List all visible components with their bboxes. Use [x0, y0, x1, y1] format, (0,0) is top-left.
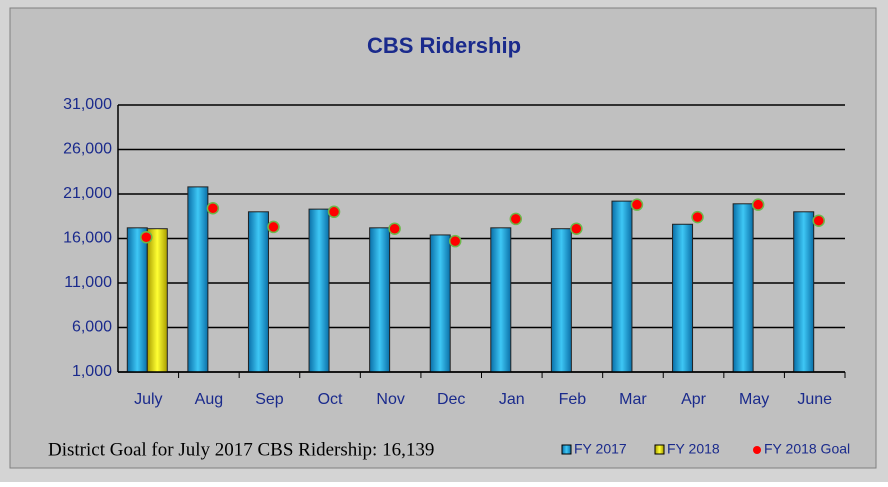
bar	[550, 228, 572, 373]
x-tick-label: Nov	[376, 391, 404, 408]
y-tick-label: 11,000	[64, 274, 112, 291]
legend-swatch	[561, 444, 572, 455]
x-tick-label: Oct	[318, 391, 343, 408]
chart-title: CBS Ridership	[367, 33, 521, 58]
legend-label: FY 2018	[667, 441, 720, 457]
goal-dot	[691, 210, 704, 224]
x-tick-label: Feb	[559, 391, 587, 408]
x-tick-label: Sep	[255, 391, 284, 408]
y-tick-label: 16,000	[63, 230, 112, 247]
bar	[490, 227, 512, 373]
goal-dot	[570, 222, 583, 235]
bar	[611, 200, 633, 373]
annotation: District Goal for July 2017 CBS Ridershi…	[48, 439, 434, 460]
bar	[429, 234, 451, 373]
goal-dot	[327, 205, 341, 219]
goal-dot	[509, 212, 523, 226]
legend-swatch	[753, 446, 761, 454]
y-tick-label: 1,000	[72, 363, 112, 380]
goal-dot	[448, 234, 462, 248]
bar	[672, 223, 694, 373]
y-tick-label: 21,000	[63, 185, 112, 202]
goal-dot	[812, 214, 825, 227]
x-tick-label: Apr	[681, 391, 707, 408]
goal-dot	[630, 198, 644, 211]
bar	[126, 227, 148, 373]
goal-dot	[751, 198, 765, 211]
x-tick-label: Mar	[619, 391, 647, 408]
x-tick-label: May	[739, 391, 769, 408]
y-tick-label: 6,000	[72, 319, 112, 336]
x-tick-label: Dec	[437, 391, 465, 408]
goal-dot	[140, 231, 153, 244]
goal-dot	[388, 222, 401, 235]
goal-dot	[206, 201, 220, 215]
x-tick-label: Jan	[499, 391, 525, 408]
legend-label: FY 2018 Goal	[764, 441, 850, 457]
y-tick-label: 31,000	[63, 96, 112, 113]
legend-swatch	[654, 444, 665, 455]
bar	[146, 228, 168, 373]
bar	[308, 208, 330, 373]
bar	[187, 186, 209, 373]
bar	[247, 211, 269, 373]
bar	[732, 203, 754, 373]
legend-label: FY 2017	[574, 441, 627, 457]
y-tick-label: 26,000	[63, 141, 112, 158]
x-tick-label: June	[797, 391, 832, 408]
x-tick-label: Aug	[195, 391, 223, 408]
x-tick-label: July	[134, 391, 162, 408]
goal-dot	[267, 220, 280, 234]
bar	[369, 227, 391, 373]
bar	[793, 211, 815, 373]
